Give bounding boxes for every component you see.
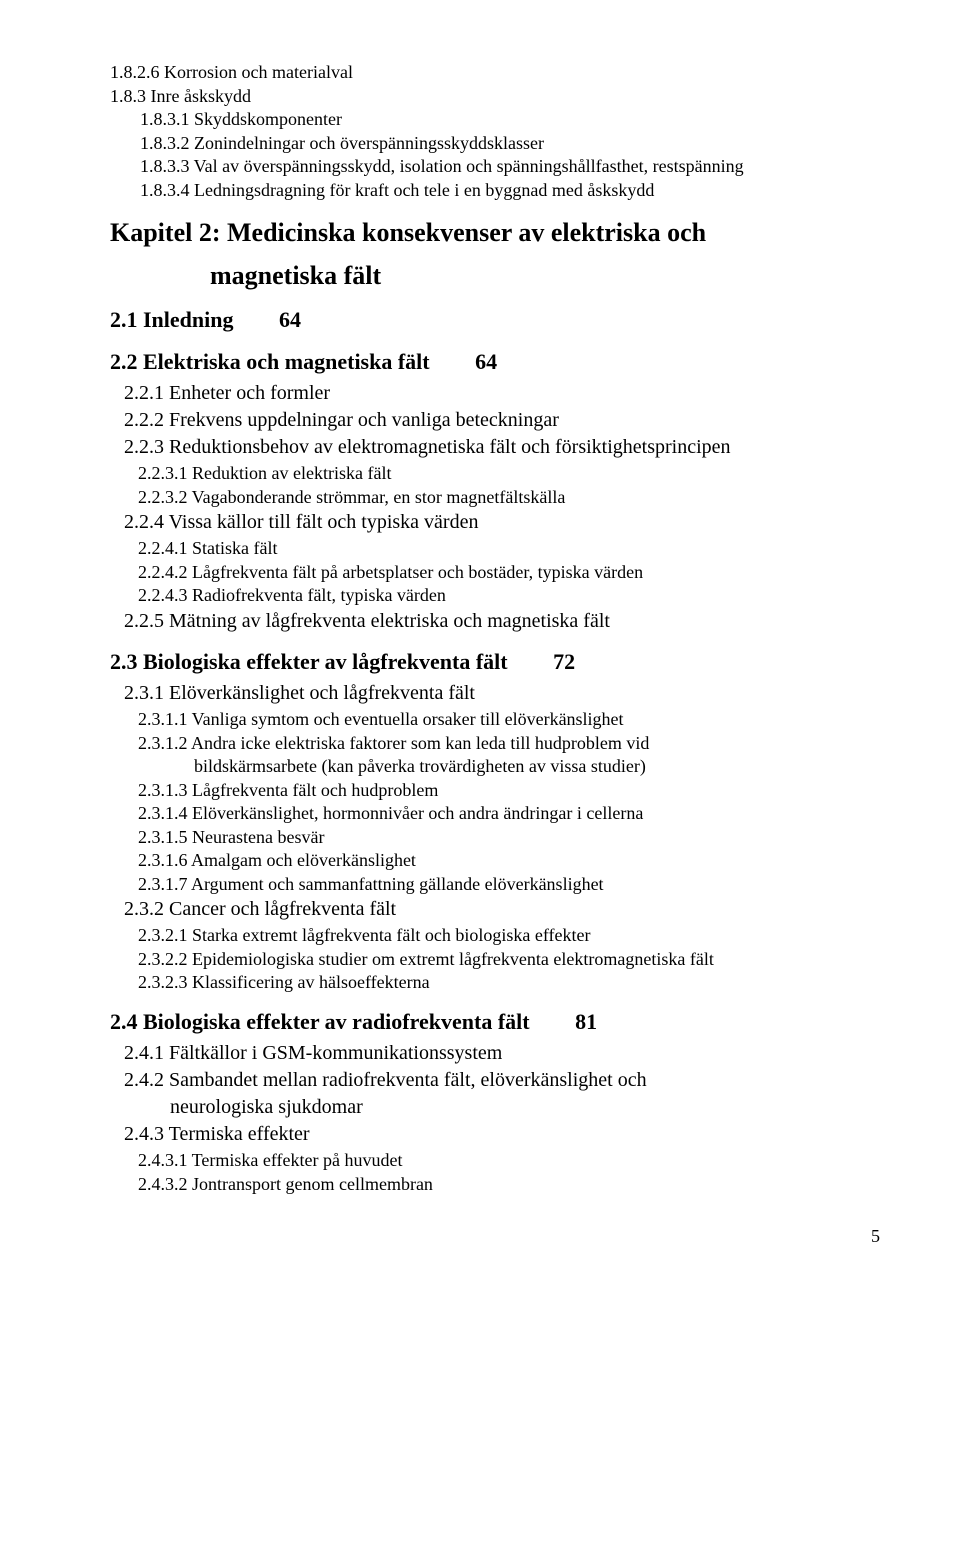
toc-line: 2.2.4 Vissa källor till fält och typiska… <box>110 510 890 535</box>
section-page: 64 <box>239 306 301 334</box>
toc-line: 1.8.3.1 Skyddskomponenter <box>110 108 890 131</box>
toc-line: 2.2.4.2 Lågfrekventa fält på arbetsplats… <box>110 561 890 584</box>
toc-line: 2.3.2 Cancer och lågfrekventa fält <box>110 897 890 922</box>
toc-line: 2.2.4.3 Radiofrekventa fält, typiska vär… <box>110 584 890 607</box>
toc-line: 2.3.1.3 Lågfrekventa fält och hudproblem <box>110 779 890 802</box>
section-heading: 2.3 Biologiska effekter av lågfrekventa … <box>110 648 890 676</box>
toc-line: 2.3.1.4 Elöverkänslighet, hormonnivåer o… <box>110 802 890 825</box>
toc-line: 2.2.1 Enheter och formler <box>110 381 890 406</box>
section-page: 81 <box>535 1008 597 1036</box>
toc-line: 2.3.1.7 Argument och sammanfattning gäll… <box>110 873 890 896</box>
section-page: 64 <box>435 348 497 376</box>
toc-line: 1.8.2.6 Korrosion och materialval <box>110 61 890 84</box>
toc-line-cont: neurologiska sjukdomar <box>110 1095 890 1120</box>
toc-line: 2.2.3 Reduktionsbehov av elektromagnetis… <box>110 435 890 460</box>
toc-line: 1.8.3 Inre åskskydd <box>110 85 890 108</box>
toc-line: 2.3.2.3 Klassificering av hälsoeffektern… <box>110 971 890 994</box>
toc-line: 1.8.3.4 Ledningsdragning för kraft och t… <box>110 179 890 202</box>
toc-line-cont: bildskärmsarbete (kan påverka trovärdigh… <box>110 755 890 778</box>
toc-line: 2.4.2 Sambandet mellan radiofrekventa fä… <box>110 1068 890 1093</box>
section-heading: 2.2 Elektriska och magnetiska fält 64 <box>110 348 890 376</box>
toc-line: 2.4.3.1 Termiska effekter på huvudet <box>110 1149 890 1172</box>
toc-line: 2.3.1.6 Amalgam och elöverkänslighet <box>110 849 890 872</box>
toc-line: 2.3.1.5 Neurastena besvär <box>110 826 890 849</box>
toc-line: 2.3.1.1 Vanliga symtom och eventuella or… <box>110 708 890 731</box>
toc-line: 2.4.3.2 Jontransport genom cellmembran <box>110 1173 890 1196</box>
chapter-heading: Kapitel 2: Medicinska konsekvenser av el… <box>110 217 890 250</box>
toc-line: 2.4.3 Termiska effekter <box>110 1122 890 1147</box>
toc-line: 2.2.4.1 Statiska fält <box>110 537 890 560</box>
section-heading: 2.1 Inledning 64 <box>110 306 890 334</box>
toc-line: 2.2.2 Frekvens uppdelningar och vanliga … <box>110 408 890 433</box>
chapter-heading-cont: magnetiska fält <box>110 260 890 293</box>
section-title: 2.3 Biologiska effekter av lågfrekventa … <box>110 648 508 676</box>
toc-line: 2.4.1 Fältkällor i GSM-kommunikationssys… <box>110 1041 890 1066</box>
section-title: 2.1 Inledning <box>110 306 234 334</box>
toc-line: 2.3.1.2 Andra icke elektriska faktorer s… <box>110 732 890 755</box>
toc-line: 2.3.2.2 Epidemiologiska studier om extre… <box>110 948 890 971</box>
page-number: 5 <box>110 1225 890 1248</box>
toc-line: 2.3.2.1 Starka extremt lågfrekventa fält… <box>110 924 890 947</box>
toc-line: 1.8.3.3 Val av överspänningsskydd, isola… <box>110 155 890 178</box>
toc-line: 2.2.5 Mätning av lågfrekventa elektriska… <box>110 609 890 634</box>
section-title: 2.2 Elektriska och magnetiska fält <box>110 348 430 376</box>
section-title: 2.4 Biologiska effekter av radiofrekvent… <box>110 1008 530 1036</box>
section-heading: 2.4 Biologiska effekter av radiofrekvent… <box>110 1008 890 1036</box>
toc-line: 2.2.3.1 Reduktion av elektriska fält <box>110 462 890 485</box>
toc-line: 2.2.3.2 Vagabonderande strömmar, en stor… <box>110 486 890 509</box>
toc-line: 2.3.1 Elöverkänslighet och lågfrekventa … <box>110 681 890 706</box>
section-page: 72 <box>513 648 575 676</box>
toc-line: 1.8.3.2 Zonindelningar och överspännings… <box>110 132 890 155</box>
